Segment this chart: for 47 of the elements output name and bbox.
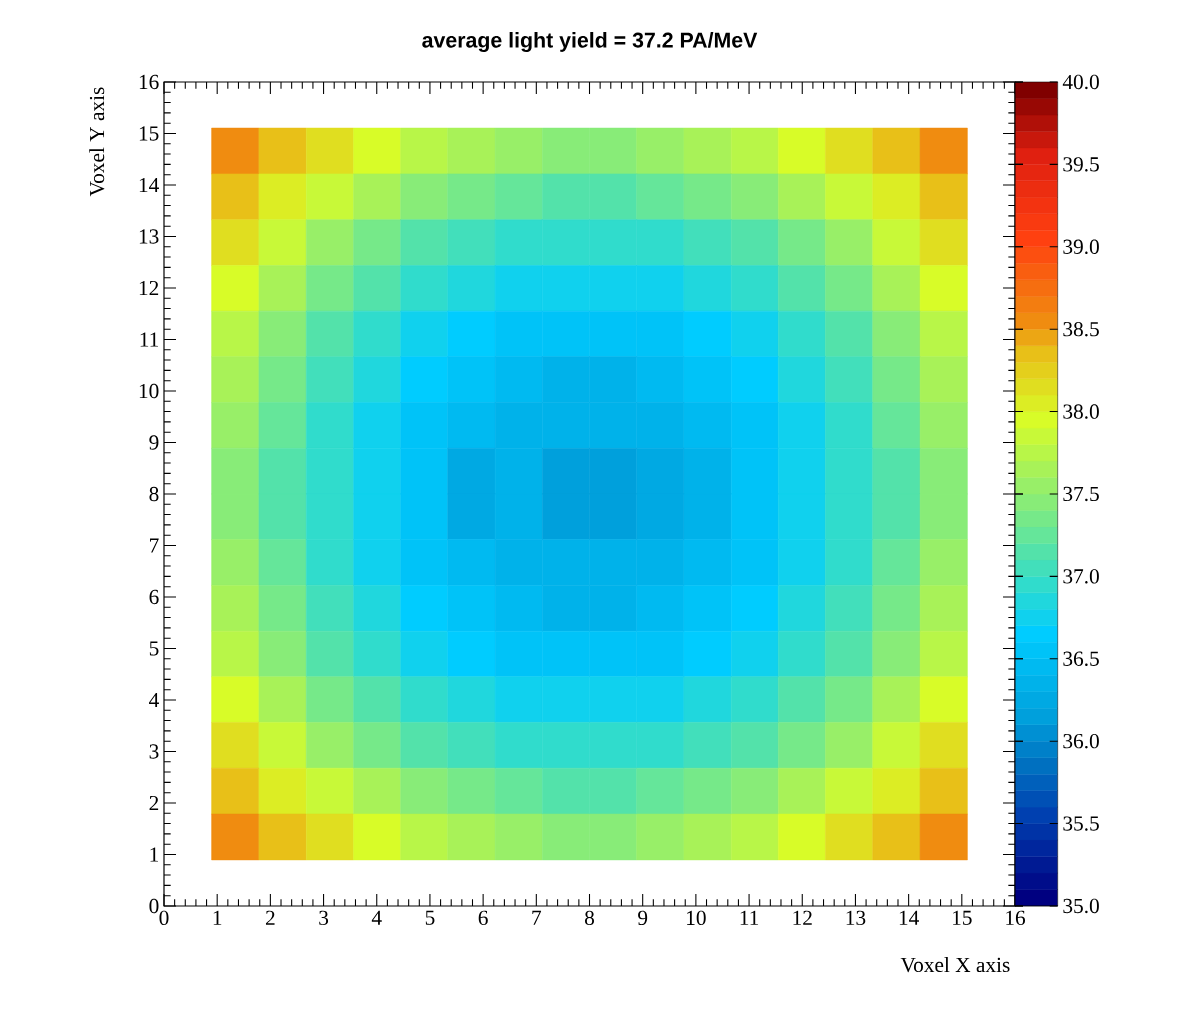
x-tick-label: 13: [846, 910, 866, 926]
color-bar-label: 38.5: [1063, 321, 1099, 337]
y-tick-label: 8: [149, 486, 159, 502]
y-tick-label: 0: [149, 898, 159, 914]
y-tick-label: 12: [139, 280, 159, 296]
x-tick-label: 3: [319, 910, 329, 926]
color-bar-label: 36.0: [1063, 733, 1099, 749]
color-bar-label: 39.0: [1063, 239, 1099, 255]
color-bar-label: 39.5: [1063, 157, 1099, 172]
x-tick-label: 14: [899, 910, 919, 925]
x-axis-title: Voxel X axis: [900, 957, 1010, 973]
y-tick-label: 11: [140, 332, 159, 347]
x-tick-label: 8: [584, 910, 595, 926]
x-tick-label: 11: [740, 910, 759, 925]
color-bar-label: 35.5: [1063, 816, 1099, 831]
y-tick-label: 1: [150, 847, 159, 862]
color-bar-label: 38.0: [1063, 404, 1099, 419]
y-tick-label: 2: [149, 795, 159, 811]
chart-title: average light yield = 37.2 PA/MeV: [422, 32, 758, 52]
color-bar-label: 35.0: [1063, 898, 1099, 914]
y-tick-label: 10: [139, 383, 159, 399]
y-tick-label: 4: [149, 692, 159, 708]
x-tick-label: 6: [478, 910, 488, 926]
y-tick-label: 9: [149, 435, 159, 450]
x-tick-label: 10: [687, 910, 706, 926]
x-tick-label: 16: [1006, 910, 1026, 926]
y-axis-title: Voxel Y axis: [89, 87, 105, 197]
x-tick-label: 2: [265, 910, 275, 925]
x-tick-label: 1: [213, 910, 222, 925]
x-tick-label: 5: [425, 910, 435, 925]
y-tick-label: 3: [149, 744, 159, 759]
color-bar-label: 37.0: [1063, 569, 1099, 584]
x-tick-label: 4: [371, 910, 382, 925]
y-tick-label: 6: [149, 589, 159, 605]
y-tick-label: 13: [139, 229, 159, 244]
y-tick-label: 5: [149, 641, 159, 656]
y-tick-label: 15: [139, 126, 159, 141]
y-tick-label: 16: [139, 74, 159, 90]
x-tick-label: 7: [532, 910, 542, 925]
color-bar-label: 37.5: [1063, 486, 1099, 502]
x-tick-label: 9: [638, 910, 648, 926]
color-bar-label: 36.5: [1063, 651, 1099, 666]
x-tick-label: 12: [793, 910, 812, 925]
y-tick-label: 14: [139, 177, 159, 193]
x-tick-label: 15: [953, 910, 972, 925]
y-tick-label: 7: [150, 538, 159, 553]
color-bar-label: 40.0: [1062, 74, 1099, 90]
